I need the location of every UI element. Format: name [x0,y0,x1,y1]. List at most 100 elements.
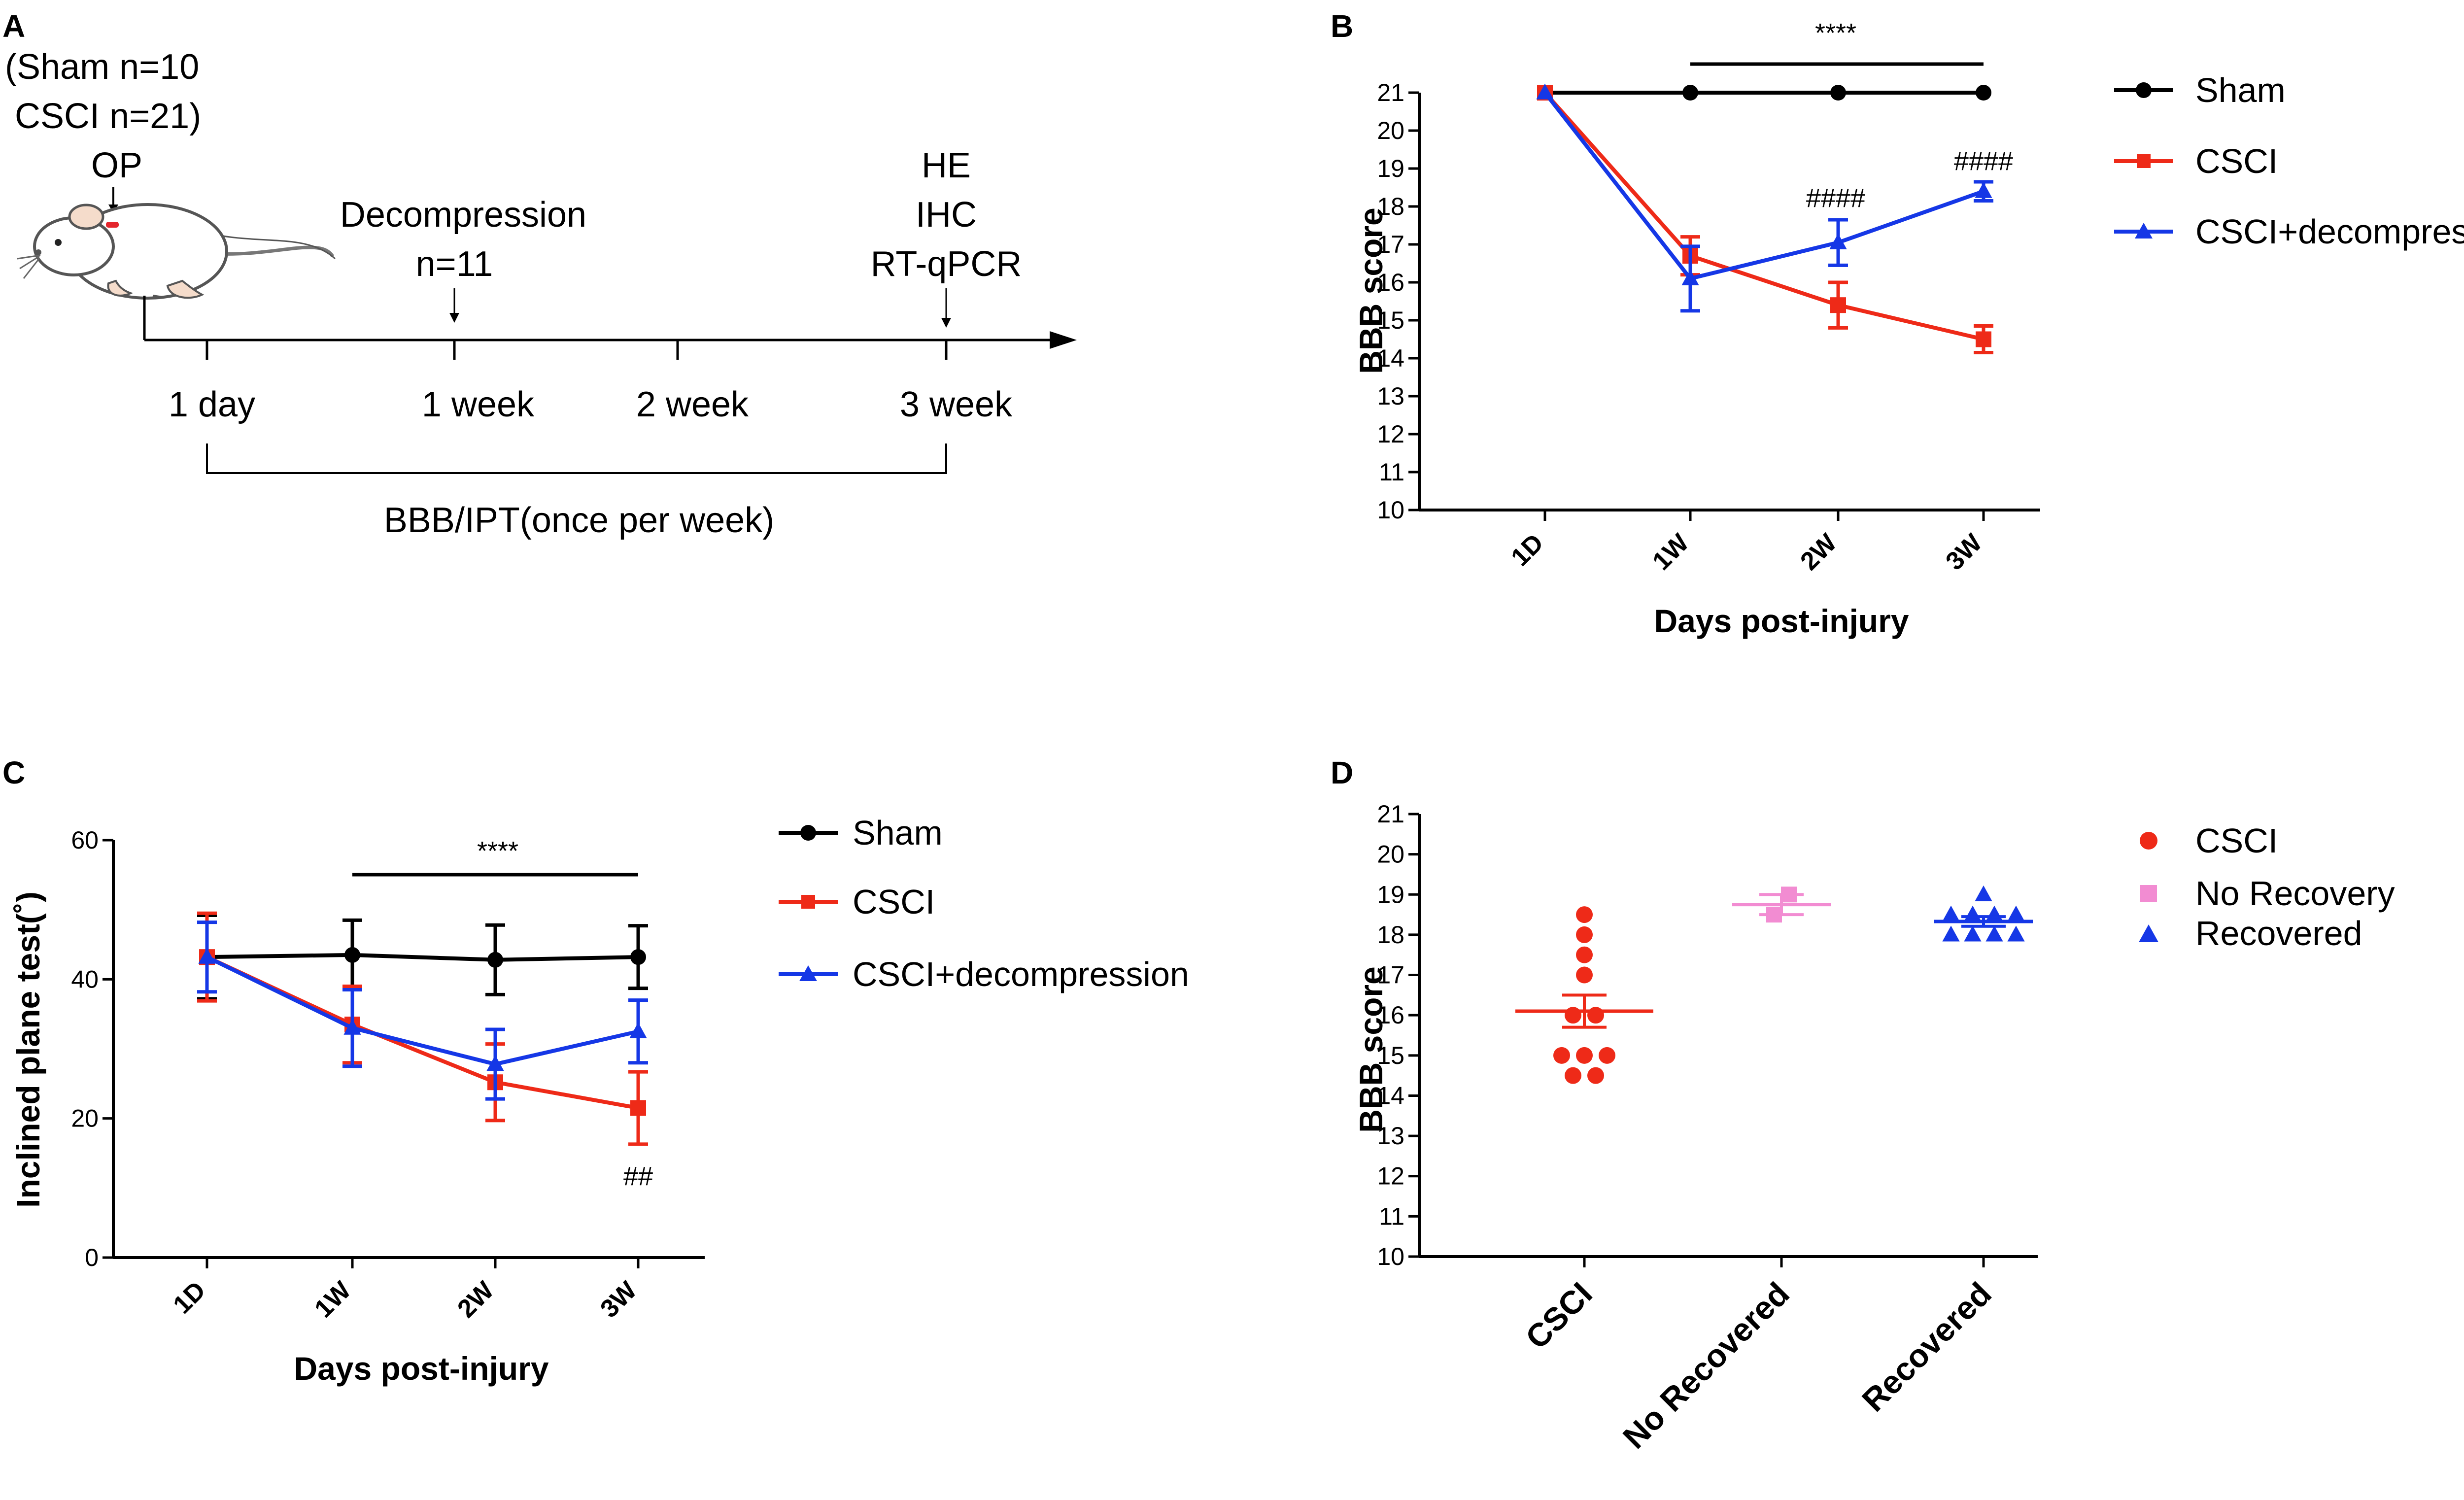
c-sig-overall: **** [477,836,518,866]
d-point-csci [1565,1067,1581,1084]
b-y-tick-label: 15 [1377,307,1404,334]
d-legend-marker-csci [2140,832,2157,850]
b-y-tick-label: 12 [1377,420,1404,448]
d-point-csci [1587,1007,1604,1024]
b-point-csci-decompression [1681,269,1699,285]
b-legend-marker-decompression [2135,223,2153,239]
c-point-sham [487,952,503,968]
d-legend-marker-recovered [2139,924,2158,942]
d-y-tick-label: 19 [1377,881,1404,908]
timepoint-1-week: 1 week [422,385,535,424]
c-x-tick-label: 3W [595,1276,643,1324]
c-legend-csci: CSCI [853,883,935,921]
b-y-tick-label: 13 [1377,382,1404,410]
decompression-n: n=11 [416,244,493,284]
d-y-tick-label: 14 [1377,1082,1404,1109]
b-y-tick-label: 14 [1377,344,1404,372]
d-y-tick-label: 18 [1377,921,1404,949]
d-point-csci [1599,1047,1615,1064]
c-point-csci-decompression [486,1055,504,1071]
b-series-sham [1537,85,1991,101]
c-legend-marker-sham [800,825,816,841]
d-legend-recovered: Recovered [2195,914,2362,953]
c-y-tick-label: 40 [71,965,99,993]
b-series-csci-decompression [1536,83,1993,313]
timepoint-1-day: 1 day [169,385,255,424]
c-x-axis-title: Days post-injury [294,1350,548,1387]
d-point-csci [1553,1047,1570,1064]
d-point-recovered [1985,925,2003,942]
decompression-label: Decompression [340,195,586,235]
d-legend-marker-no-recovery [2140,885,2157,902]
b-y-tick-label: 18 [1377,193,1404,220]
c-point-sham [630,949,646,965]
b-line-csci [1543,91,1984,341]
c-line-sham [206,953,639,962]
op-label: OP [91,146,142,185]
b-point-csci [1830,297,1846,313]
c-legend-decompression: CSCI+decompression [853,955,1189,993]
d-point-recovered [1985,905,2003,921]
b-legend-marker-sham [2136,82,2152,98]
assessment-label: BBB/IPT(once per week) [384,501,774,540]
b-y-tick-label: 17 [1377,231,1404,258]
group-sizes-line1: (Sham n=10 [5,47,199,87]
panel-c: C Inclined plane test(˚) Days post-injur… [2,755,1189,1387]
d-point-recovered [2007,925,2025,942]
b-x-axis-title: Days post-injury [1654,603,1909,639]
d-group-no-recovery [1732,886,1831,923]
timepoint-3-week: 3 week [900,385,1013,424]
c-legend-sham: Sham [853,814,943,852]
b-legend-decompression: CSCI+decompression [2195,212,2464,251]
d-point-csci [1576,966,1593,984]
panel-a-label: A [2,8,25,44]
d-point-recovered [1942,905,1960,921]
b-point-sham [1976,85,1991,101]
panel-b: B BBB score Days post-injury **** #### #… [1331,8,2464,639]
d-point-recovered [1964,925,1982,942]
d-point-csci [1587,1067,1604,1084]
d-y-tick-label: 13 [1377,1122,1404,1150]
c-y-tick-label: 60 [71,826,99,854]
c-point-csci-decompression [629,1022,647,1038]
d-legend-csci: CSCI [2195,821,2278,860]
d-legend-no-recovery: No Recovery [2195,874,2395,913]
d-point-csci [1576,926,1593,943]
c-y-tick-label: 20 [71,1105,99,1132]
c-series-csci-decompression [197,920,648,1101]
b-y-tick-label: 20 [1377,117,1404,144]
b-x-tick-label: 2W [1795,528,1843,576]
panel-d-label: D [1331,755,1353,790]
b-legend-marker-csci [2137,154,2151,168]
d-y-tick-label: 10 [1377,1243,1404,1270]
panel-c-label: C [2,755,25,790]
d-y-axis-title: BBB score [1353,966,1389,1132]
b-series-csci [1537,85,1993,354]
d-point-recovered [1964,905,1982,921]
d-group-csci [1515,906,1653,1084]
group-sizes-line2: CSCI n=21) [15,97,201,136]
d-y-tick-label: 11 [1379,1202,1404,1230]
b-legend: Sham CSCI CSCI+decompression [2114,71,2464,251]
b-x-tick-label: 1W [1647,528,1695,576]
c-series-csci [197,911,648,1146]
b-legend-sham: Sham [2195,71,2286,109]
c-x-tick-label: 1W [309,1276,357,1324]
b-point-csci-decompression [1975,182,1992,198]
injury-mark [106,222,119,228]
b-y-tick-label: 11 [1379,458,1404,486]
analysis-he: HE [922,146,971,185]
b-point-csci-decompression [1829,233,1847,249]
c-legend-marker-decompression [799,965,817,981]
d-legend: CSCI No Recovery Recovered [2139,821,2395,953]
c-line-csci-decompression [206,955,639,1066]
d-point-recovered [1942,925,1960,942]
b-y-tick-label: 19 [1377,155,1404,182]
c-legend: Sham CSCI CSCI+decompression [779,814,1189,993]
d-y-tick-label: 21 [1377,800,1404,828]
mouse-icon [17,203,336,300]
b-sig-3w: #### [1954,146,2013,176]
d-y-tick-label: 20 [1377,841,1404,868]
d-y-tick-label: 12 [1377,1162,1404,1190]
